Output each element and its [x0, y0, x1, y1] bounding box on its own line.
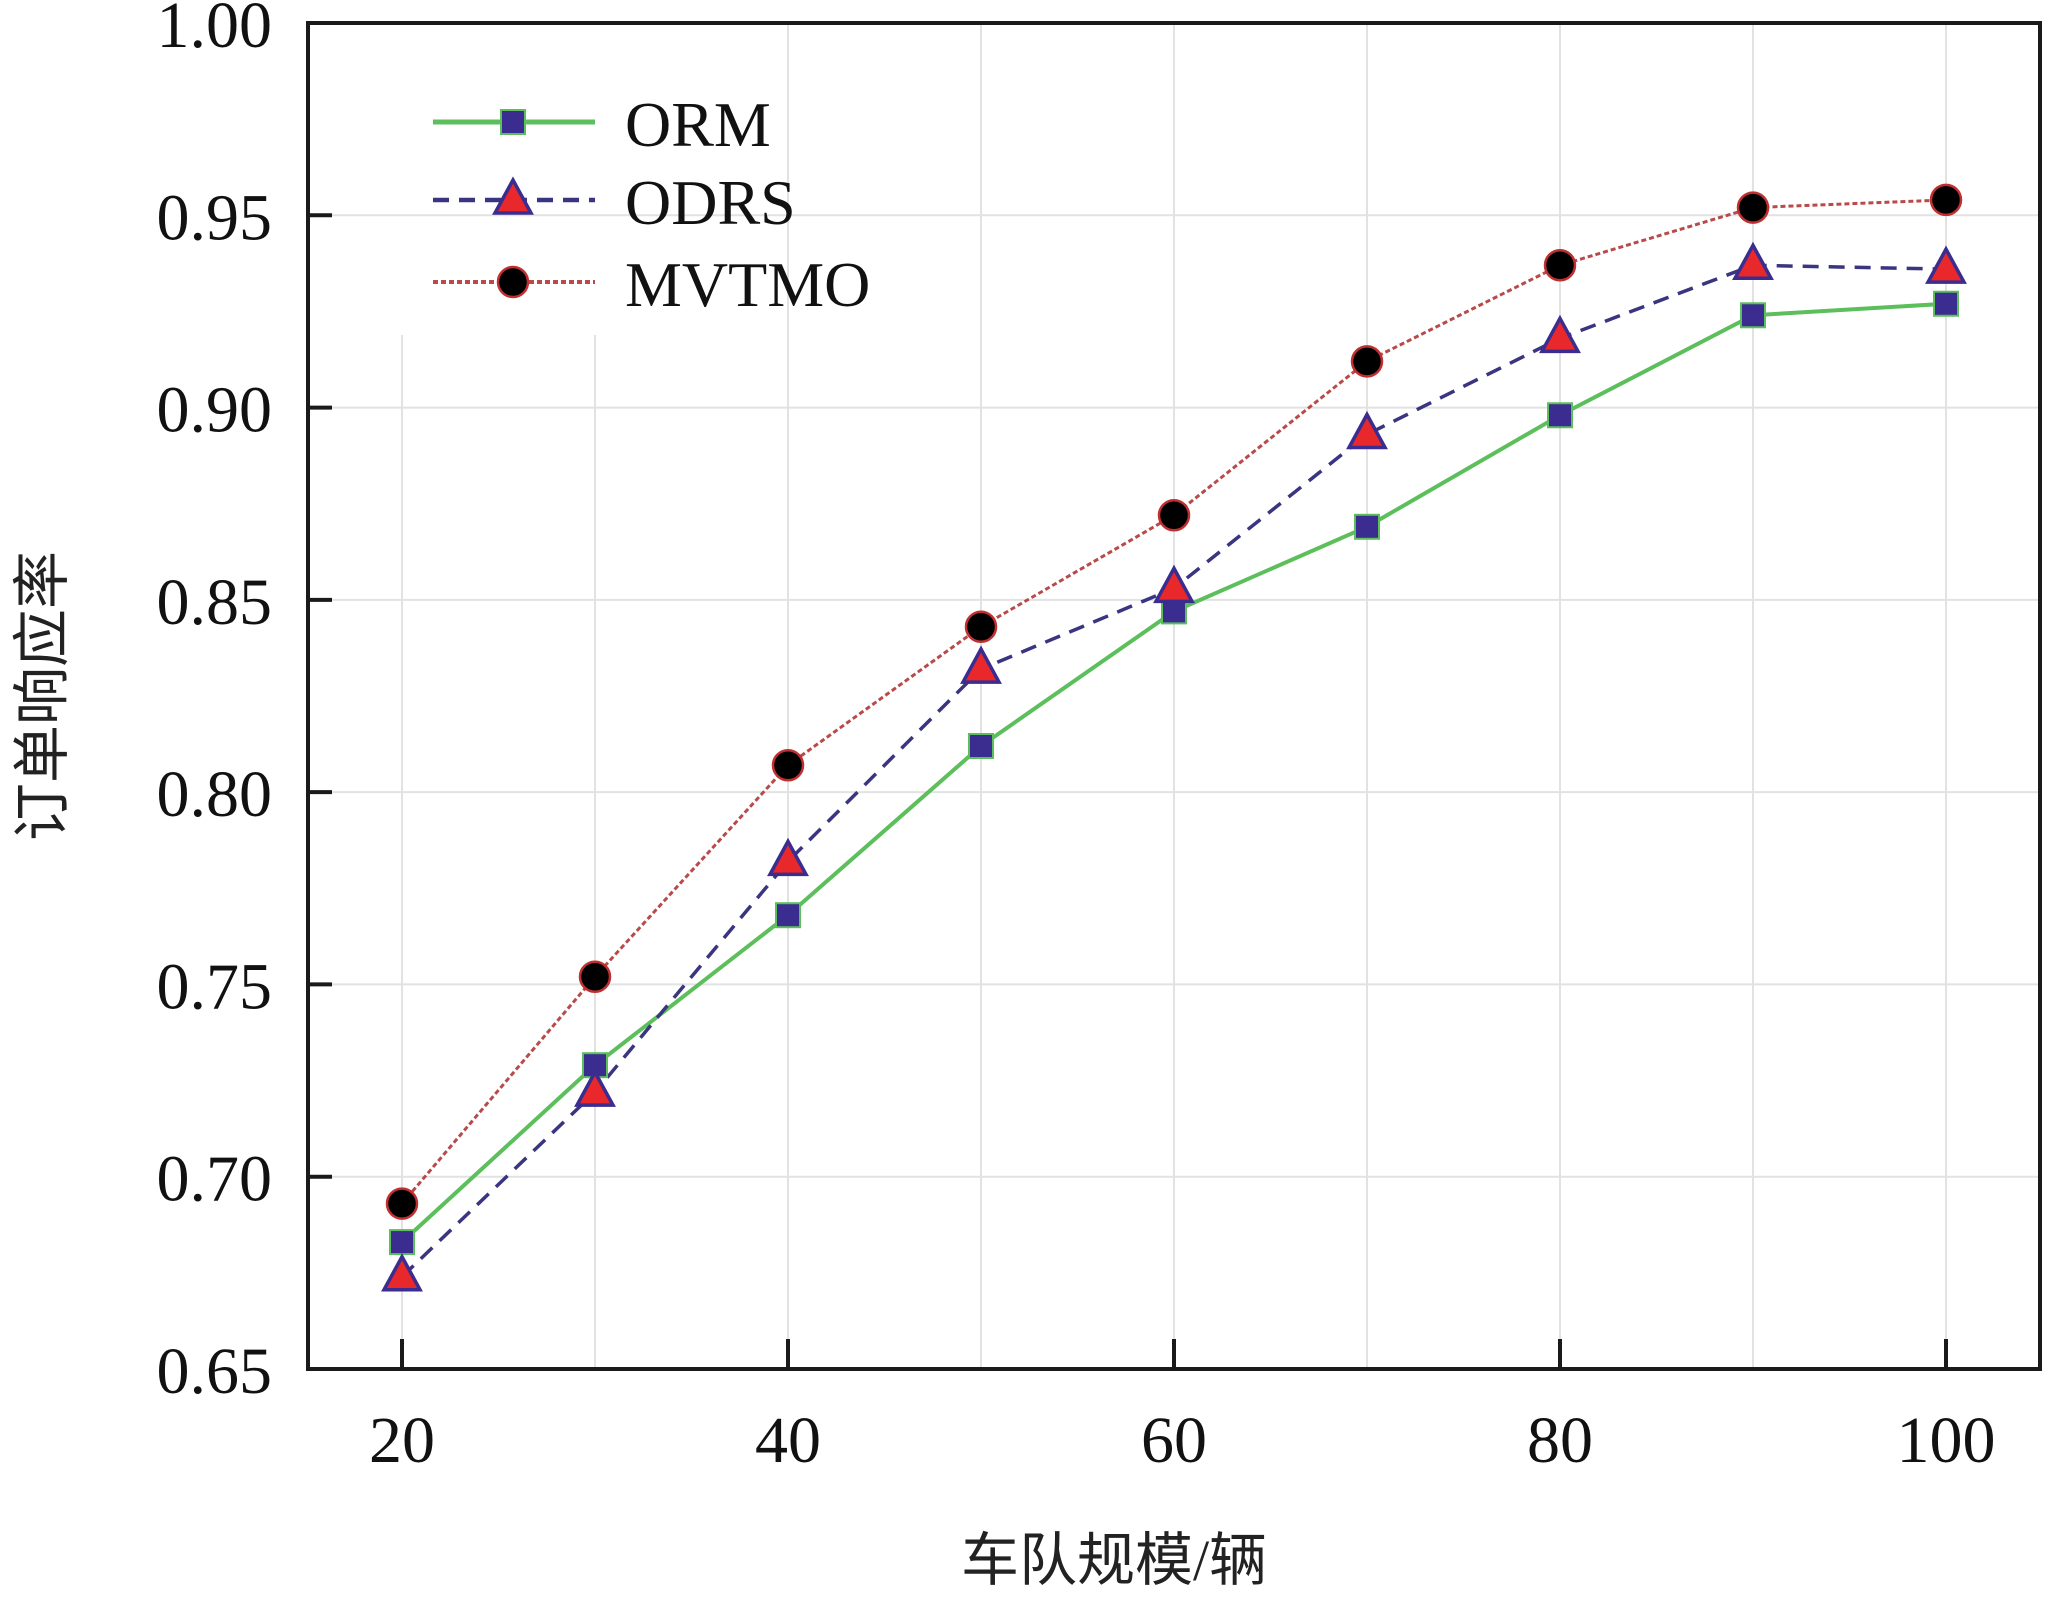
- legend-label-odrs: ODRS: [625, 167, 796, 238]
- y-tick-label: 0.65: [157, 1335, 273, 1408]
- y-tick-label: 0.75: [157, 950, 273, 1023]
- y-axis-label: 订单响应率: [10, 551, 75, 841]
- data-point-odrs: [1539, 314, 1581, 354]
- y-tick-label: 0.90: [157, 374, 273, 447]
- data-point-mvtmo: [771, 748, 805, 782]
- data-point-odrs: [1925, 245, 1967, 284]
- series-group: [381, 183, 1967, 1292]
- data-point-odrs: [381, 1253, 423, 1292]
- series-markers-mvtmo: [385, 183, 1963, 1220]
- legend-marker-mvtmo: [496, 265, 530, 299]
- series-markers-odrs: [381, 241, 1967, 1292]
- data-point-odrs: [1732, 241, 1774, 281]
- legend-marker-orm: [500, 109, 526, 135]
- x-tick-label: 80: [1527, 1404, 1593, 1477]
- grid-lines: [308, 23, 2040, 1369]
- data-point-mvtmo: [964, 610, 998, 644]
- y-tick-label: 1.00: [157, 0, 273, 62]
- data-point-orm: [1933, 290, 1959, 317]
- data-point-odrs: [1153, 564, 1195, 604]
- data-point-mvtmo: [1157, 499, 1191, 532]
- x-axis-label: 车队规模/辆: [961, 1528, 1267, 1593]
- y-tick-label: 0.95: [157, 181, 273, 254]
- data-point-orm: [1354, 513, 1380, 540]
- data-point-orm: [1547, 402, 1573, 429]
- data-point-orm: [389, 1229, 415, 1256]
- legend-label-orm: ORM: [625, 89, 771, 160]
- data-point-mvtmo: [1350, 345, 1384, 378]
- data-point-orm: [775, 902, 801, 929]
- data-point-orm: [1740, 302, 1766, 329]
- data-point-mvtmo: [578, 960, 612, 993]
- legend-label-mvtmo: MVTMO: [625, 249, 870, 320]
- x-tick-label: 40: [755, 1404, 821, 1477]
- x-tick-label: 100: [1897, 1404, 1996, 1477]
- data-point-orm: [968, 732, 994, 759]
- series-markers-orm: [389, 290, 1959, 1256]
- data-point-mvtmo: [1543, 249, 1577, 282]
- y-tick-label: 0.80: [157, 758, 273, 831]
- data-point-odrs: [574, 1068, 616, 1107]
- x-tick-label: 60: [1141, 1404, 1207, 1477]
- legend-marker-odrs: [492, 176, 534, 215]
- data-point-mvtmo: [1736, 191, 1770, 224]
- data-point-odrs: [1346, 410, 1388, 450]
- y-tick-label: 0.70: [157, 1143, 273, 1216]
- data-point-mvtmo: [1929, 183, 1963, 217]
- data-point-odrs: [767, 837, 809, 877]
- data-point-odrs: [960, 645, 1002, 684]
- data-point-mvtmo: [385, 1187, 419, 1220]
- y-tick-label: 0.85: [157, 566, 273, 639]
- x-tick-label: 20: [369, 1404, 435, 1477]
- axis-ticks: 0.65 0.70 0.75 0.80 0.85 0.90 0.95 1.00 20 40 60 80…: [157, 0, 1996, 1477]
